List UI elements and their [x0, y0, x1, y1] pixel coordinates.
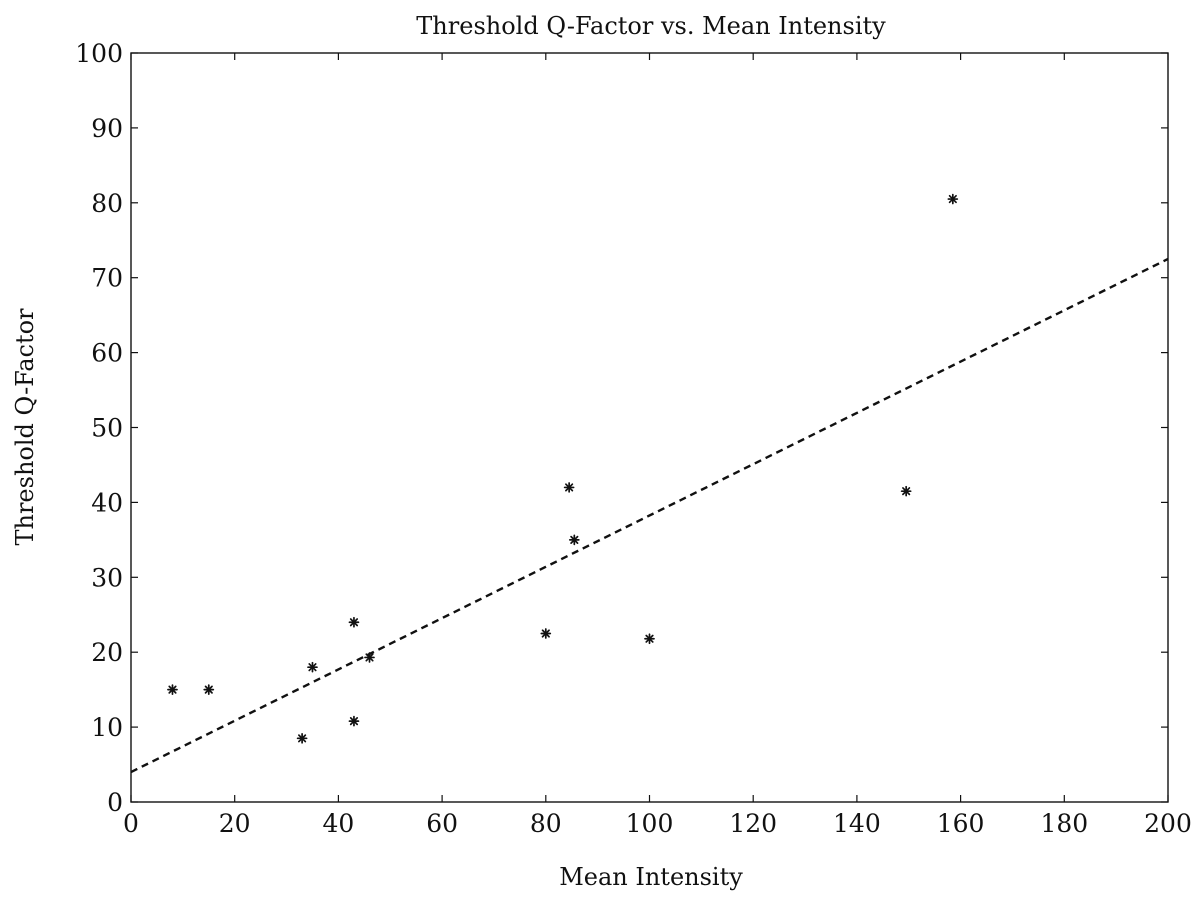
data-point-1 — [167, 684, 178, 696]
data-point-7 — [364, 652, 375, 663]
axis-ticks — [130, 52, 1169, 803]
y-tick-label: 70 — [91, 264, 123, 293]
data-point-9 — [563, 482, 575, 493]
x-tick-label: 60 — [426, 809, 458, 838]
y-tick-label: 30 — [91, 563, 123, 592]
data-point-8 — [540, 628, 552, 639]
x-tick-label: 40 — [322, 809, 354, 838]
data-point-13 — [947, 193, 959, 205]
x-tick-label: 100 — [626, 809, 674, 838]
data-point-6 — [348, 616, 360, 628]
data-point-3 — [296, 732, 308, 744]
chart-title: Threshold Q-Factor vs. Mean Intensity — [416, 12, 886, 40]
trend-line — [130, 257, 1169, 774]
data-point-5 — [348, 715, 360, 727]
y-tick-label: 60 — [91, 339, 123, 368]
x-tick-label: 140 — [833, 809, 881, 838]
data-points — [167, 193, 959, 744]
y-axis-label: Threshold Q-Factor — [11, 308, 39, 546]
x-tick-label: 200 — [1144, 809, 1192, 838]
y-tick-label: 100 — [75, 39, 123, 68]
x-tick-label: 180 — [1040, 809, 1088, 838]
y-tick-label: 0 — [107, 788, 123, 817]
y-tick-label: 40 — [91, 488, 123, 517]
data-point-12 — [900, 485, 912, 497]
y-tick-label: 10 — [91, 713, 123, 742]
x-tick-label: 80 — [530, 809, 562, 838]
data-point-10 — [568, 534, 580, 546]
data-point-11 — [644, 633, 655, 645]
tick-labels: 0 20 40 60 80 100 120 140 160 180 200 0 10 20 30 40 50 60… — [75, 39, 1192, 838]
x-tick-label: 160 — [937, 809, 985, 838]
x-tick-label: 120 — [729, 809, 777, 838]
x-tick-label: 20 — [219, 809, 251, 838]
data-point-2 — [203, 684, 215, 696]
plot-frame — [130, 52, 1169, 803]
y-tick-label: 50 — [91, 414, 123, 443]
y-tick-label: 90 — [91, 114, 123, 143]
x-axis-label: Mean Intensity — [559, 863, 743, 891]
data-point-4 — [307, 661, 318, 673]
x-tick-label: 0 — [123, 809, 139, 838]
y-tick-label: 80 — [91, 189, 123, 218]
y-tick-label: 20 — [91, 638, 123, 667]
